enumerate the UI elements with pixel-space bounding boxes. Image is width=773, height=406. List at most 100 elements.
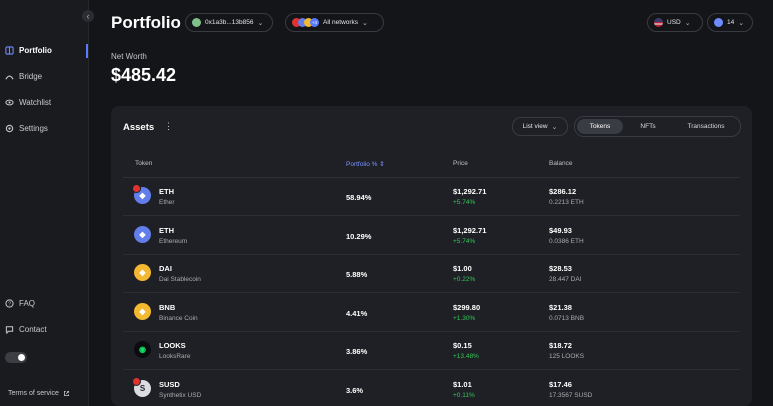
token-name: LooksRare (159, 353, 191, 360)
balance-amount: 0.2213 ETH (549, 199, 584, 206)
network-count-badge: +4 (310, 18, 319, 27)
balance-amount: 0.0713 BNB (549, 314, 585, 322)
balance-value: $28.53 (549, 264, 572, 273)
token-price: $299.80 (453, 302, 481, 312)
portfolio-icon (5, 46, 14, 55)
us-flag-icon (654, 18, 663, 27)
network-icon (292, 18, 301, 27)
balance-value: $18.72 (549, 341, 572, 350)
wallet-address-selector[interactable]: 0x1a3b...13b856 ⌄ (185, 13, 273, 32)
table-row[interactable]: ◆ ETH Ether 58.94% $1,292.71 +5.74% $286… (111, 178, 752, 216)
token-symbol: ETH (159, 225, 174, 235)
wallet-address: 0x1a3b...13b856 (205, 19, 254, 26)
sidebar-item-bridge[interactable]: Bridge (5, 72, 42, 81)
token-symbol: LOOKS (159, 341, 186, 350)
balance-amount: 28.447 DAI (549, 276, 582, 283)
balance-value: $17.46 (549, 379, 572, 389)
network-label: All networks (323, 19, 359, 26)
sidebar-item-label: Contact (19, 325, 47, 334)
token-name: Ether (159, 199, 175, 206)
token-price: $1,292.71 (453, 187, 487, 196)
chevron-down-icon: ⌄ (684, 19, 691, 27)
currency-selector[interactable]: USD ⌄ (647, 13, 703, 32)
table-row[interactable]: ◉ LOOKS LooksRare 3.86% $0.15 +13.48% $1… (111, 332, 752, 370)
net-worth-value: $485.42 (111, 65, 177, 85)
token-icon: ◉ (134, 341, 151, 358)
token-price: $1,292.71 (453, 225, 487, 235)
portfolio-percent: 3.6% (346, 385, 364, 395)
list-view-dropdown[interactable]: List view ⌄ (512, 117, 568, 136)
token-symbol: SUSD (159, 379, 180, 389)
sidebar-item-contact[interactable]: Contact (5, 325, 47, 334)
sidebar-item-label: FAQ (19, 299, 36, 308)
tab-nfts[interactable]: NFTs (640, 123, 656, 130)
network-icon (298, 18, 307, 27)
terms-label: Terms of service (8, 390, 59, 397)
row-divider (123, 253, 740, 255)
column-header-token: Token (135, 160, 153, 167)
row-divider (123, 330, 740, 332)
table-row[interactable]: ◆ ETH Ethereum 10.29% $1,292.71 +5.74% $… (111, 217, 752, 255)
price-change: +5.74% (453, 199, 476, 206)
row-divider (123, 292, 740, 293)
token-price: $0.15 (453, 341, 472, 350)
sidebar-item-label: Settings (19, 124, 48, 133)
balance-amount: 125 LOOKS (549, 353, 585, 360)
token-symbol: BNB (159, 302, 176, 312)
price-change: +0.11% (453, 391, 475, 399)
token-price: $1.00 (453, 264, 472, 273)
row-divider (123, 215, 740, 216)
toggle-knob (18, 354, 25, 361)
gear-icon (5, 124, 14, 133)
column-header-balance: Balance (549, 160, 573, 167)
token-icon: ◆ (134, 225, 151, 243)
assets-card: Assets ⋮ List view ⌄ Tokens NFTs Transac… (111, 106, 752, 406)
table-row[interactable]: S SUSD Synthetix USD 3.6% $1.01 +0.11% $… (111, 371, 752, 406)
notifications-selector[interactable]: 14 ⌄ (707, 13, 753, 32)
column-header-portfolio[interactable]: Portfolio % ⇕ (346, 160, 385, 168)
more-options-icon[interactable]: ⋮ (164, 121, 173, 131)
sidebar-item-portfolio[interactable]: Portfolio (5, 46, 52, 55)
token-icon: ◆ (134, 302, 151, 320)
notification-count: 14 (727, 19, 735, 26)
token-name: Ethereum (159, 237, 188, 245)
view-label: List view (522, 123, 548, 130)
sidebar: Portfolio Bridge Watchlist Settings ? FA… (0, 0, 89, 406)
portfolio-percent: 10.29% (346, 231, 372, 241)
tab-transactions[interactable]: Transactions (687, 123, 725, 130)
page-title: Portfolio (111, 13, 181, 32)
table-row[interactable]: ◈ DAI Dai Stablecoin 5.88% $1.00 +0.22% … (111, 255, 752, 293)
sort-icon: ⇕ (379, 161, 385, 168)
column-header-label: Portfolio % (346, 161, 378, 168)
network-selector[interactable]: +4 All networks ⌄ (285, 13, 384, 32)
eye-icon (5, 99, 14, 106)
token-symbol: DAI (159, 264, 172, 273)
price-change: +1.30% (453, 314, 476, 322)
table-row[interactable]: ◆ BNB Binance Coin 4.41% $299.80 +1.30% … (111, 294, 752, 332)
network-badge-icon (132, 376, 141, 386)
chevron-down-icon: ⌄ (551, 123, 558, 131)
sidebar-item-faq[interactable]: ? FAQ (5, 299, 35, 308)
portfolio-percent: 58.94% (346, 193, 372, 202)
chevron-down-icon: ⌄ (738, 19, 745, 27)
chevron-down-icon: ⌄ (257, 19, 264, 27)
portfolio-percent: 4.41% (346, 308, 368, 318)
token-name: Synthetix USD (159, 391, 202, 399)
balance-value: $286.12 (549, 187, 577, 196)
sidebar-item-settings[interactable]: Settings (5, 124, 48, 133)
price-change: +5.74% (453, 237, 476, 245)
theme-toggle[interactable] (5, 352, 27, 363)
sidebar-item-label: Portfolio (19, 46, 52, 55)
sidebar-item-watchlist[interactable]: Watchlist (5, 98, 51, 107)
network-icons: +4 (292, 18, 319, 27)
network-icon (304, 18, 313, 27)
balance-value: $21.38 (549, 302, 572, 312)
collapse-sidebar-button[interactable]: ‹ (82, 10, 94, 22)
network-badge-icon (132, 184, 141, 193)
chevron-down-icon: ⌄ (362, 19, 368, 27)
tab-tokens[interactable]: Tokens (577, 119, 623, 134)
terms-of-service-link[interactable]: Terms of service (8, 390, 70, 397)
net-worth-label: Net Worth (111, 52, 147, 61)
row-divider (123, 369, 740, 370)
sidebar-item-label: Watchlist (19, 98, 52, 107)
